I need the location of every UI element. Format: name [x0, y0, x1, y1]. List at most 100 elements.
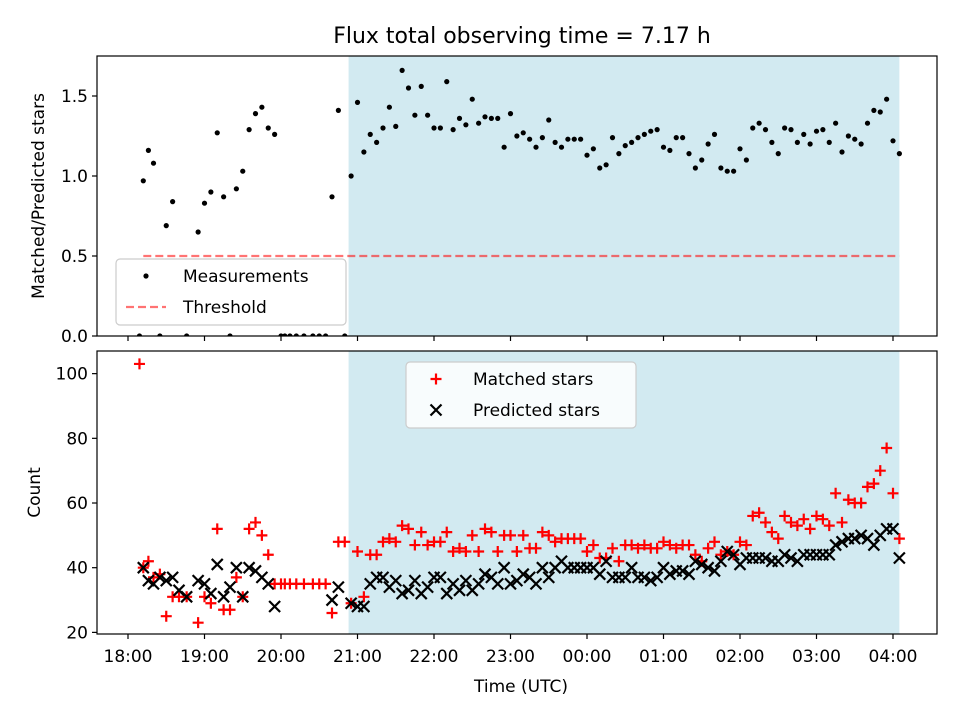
predicted-star-point — [325, 593, 339, 607]
matched-star-point — [798, 513, 810, 525]
x-tick-label: 23:00 — [486, 647, 535, 667]
predicted-star-point — [332, 580, 345, 594]
legend-label: Matched stars — [473, 370, 593, 390]
matched-star-point — [766, 526, 778, 538]
predicted-star-point — [344, 596, 358, 610]
measurement-point — [456, 115, 463, 121]
chart-title: Flux total observing time = 7.17 h — [333, 24, 711, 49]
measurement-point — [546, 117, 552, 123]
measurement-point — [507, 111, 514, 117]
matched-star-point — [536, 526, 548, 538]
measurement-point — [520, 130, 526, 136]
predicted-star-point — [421, 580, 434, 594]
predicted-star-point — [625, 561, 638, 574]
measurement-point — [301, 333, 307, 336]
predicted-star-point — [829, 538, 842, 552]
x-tick-label: 22:00 — [410, 647, 459, 667]
matched-star-point — [709, 536, 720, 548]
predicted-star-point — [389, 574, 403, 587]
measurement-point — [163, 223, 169, 229]
predicted-star-point — [536, 561, 549, 574]
measurement-point — [386, 104, 392, 110]
measurement-point — [482, 114, 488, 120]
legend-measurement-marker — [143, 273, 149, 279]
matched-star-point — [689, 549, 701, 561]
measurement-point — [418, 83, 424, 89]
matched-star-point — [358, 591, 370, 603]
measurement-point — [680, 135, 686, 141]
measurement-point — [571, 136, 577, 142]
predicted-star-point — [166, 571, 179, 584]
legend-label: Threshold — [182, 298, 267, 318]
predicted-star-point — [376, 571, 390, 584]
measurement-point — [201, 200, 208, 206]
predicted-star-point — [759, 551, 772, 565]
count-panel: 20 40 60 80 100 18:00 19:00 20:00 21:00 22:00 23:0… — [25, 350, 938, 697]
predicted-star-point — [453, 584, 466, 597]
measurement-point — [495, 115, 501, 121]
predicted-star-point — [720, 545, 734, 558]
measurement-point — [227, 333, 233, 336]
predicted-star-point — [778, 548, 791, 562]
matched-star-point — [415, 526, 427, 538]
measurement-point — [240, 168, 246, 174]
predicted-star-point — [689, 554, 702, 568]
matched-star-point — [530, 542, 542, 554]
predicted-star-point — [204, 587, 218, 600]
observing-window-shade — [348, 56, 900, 336]
predicted-star-point — [408, 574, 422, 587]
x-tick-label: 01:00 — [639, 647, 688, 667]
measurement-point — [265, 125, 271, 131]
measurement-point — [629, 139, 635, 145]
predicted-star-point — [708, 564, 721, 578]
matched-star-point — [460, 546, 472, 558]
measurement-point — [488, 115, 494, 121]
matched-star-point — [466, 529, 478, 541]
matched-star-point — [785, 516, 797, 528]
measurement-point — [896, 151, 902, 157]
measurement-point — [501, 144, 507, 150]
measurement-point — [527, 136, 533, 142]
matched-star-point — [262, 549, 274, 561]
measurement-point — [890, 138, 896, 144]
measurement-point — [323, 333, 329, 336]
matched-star-point — [581, 546, 593, 558]
measurement-point — [871, 107, 877, 113]
matched-star-point — [133, 358, 145, 370]
predicted-star-point — [180, 590, 193, 604]
measurement-point — [476, 120, 482, 126]
predicted-star-point — [210, 558, 224, 571]
measurement-point — [380, 125, 386, 131]
predicted-star-point — [153, 571, 167, 584]
measurement-point — [884, 96, 890, 102]
matched-star-point — [549, 536, 561, 548]
matched-star-point — [779, 510, 791, 522]
matched-star-point — [626, 539, 638, 551]
matched-star-point — [142, 555, 154, 567]
predicted-star-point — [217, 590, 230, 604]
measurement-point — [743, 157, 749, 163]
measurement-point — [252, 111, 259, 117]
predicted-star-point — [676, 564, 689, 578]
matched-star-point — [320, 578, 332, 590]
matched-star-point — [409, 539, 421, 551]
predicted-star-point — [198, 577, 211, 591]
matched-star-point — [747, 510, 759, 522]
measurement-point — [221, 194, 227, 200]
measurement-point — [342, 333, 348, 336]
measurement-point — [329, 194, 335, 200]
predicted-star-point — [644, 574, 658, 587]
measurement-point — [711, 131, 718, 137]
matched-star-point — [256, 529, 268, 541]
matched-star-point — [479, 523, 491, 535]
predicted-star-point — [491, 577, 505, 591]
measurement-point — [877, 109, 883, 115]
matched-star-point — [243, 523, 255, 535]
measurement-point — [622, 143, 628, 149]
legend-matched-marker — [430, 373, 442, 385]
measurement-point — [578, 136, 584, 142]
measurement-point — [635, 135, 641, 141]
measurement-point — [699, 157, 705, 163]
matched-star-point — [224, 604, 236, 616]
measurement-point — [316, 333, 322, 336]
